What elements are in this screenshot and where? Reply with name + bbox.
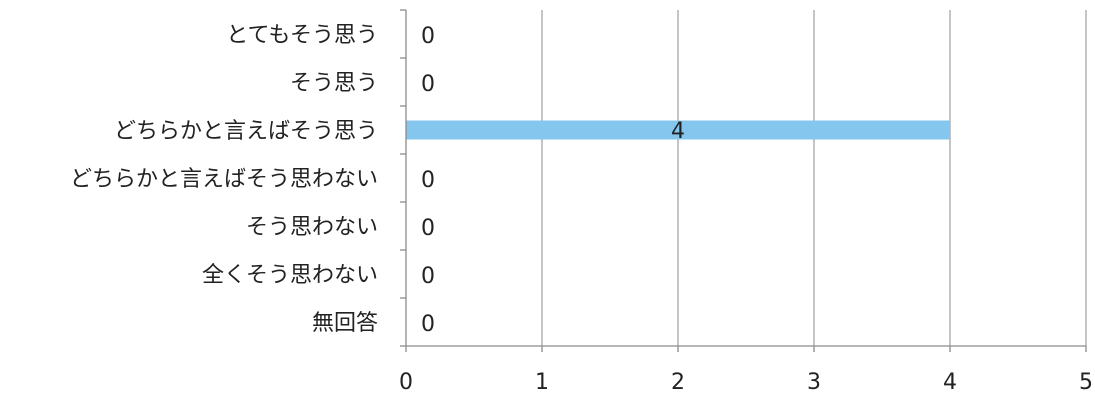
gridlines xyxy=(405,10,1087,352)
bar xyxy=(406,120,950,140)
category-label: そう思う xyxy=(290,71,378,96)
labels: 0 1 2 3 4 5 とてもそう思う 0 そう思う 0 どちらかと言えばそう思う 4 どちらかと言えば… xyxy=(70,23,1093,394)
x-tick-label: 5 xyxy=(1079,370,1093,394)
x-tick-label: 4 xyxy=(943,370,957,394)
x-tick-label: 2 xyxy=(671,370,685,394)
data-label: 0 xyxy=(421,216,435,241)
category-label: そう思わない xyxy=(246,215,378,240)
data-label: 0 xyxy=(421,72,435,97)
x-tick-label: 3 xyxy=(807,370,821,394)
data-label: 4 xyxy=(671,119,685,144)
category-label: どちらかと言えばそう思わない xyxy=(70,167,378,192)
category-label: どちらかと言えばそう思う xyxy=(114,119,378,144)
x-tick-label: 0 xyxy=(399,370,413,394)
bars xyxy=(406,120,950,140)
data-label: 0 xyxy=(421,264,435,289)
data-label: 0 xyxy=(421,312,435,337)
data-label: 0 xyxy=(421,24,435,49)
x-tick-label: 1 xyxy=(535,370,549,394)
category-label: 全くそう思わない xyxy=(202,263,378,288)
category-label: 無回答 xyxy=(312,311,378,336)
category-axis xyxy=(400,9,407,347)
data-label: 0 xyxy=(421,168,435,193)
category-label: とてもそう思う xyxy=(226,23,378,48)
